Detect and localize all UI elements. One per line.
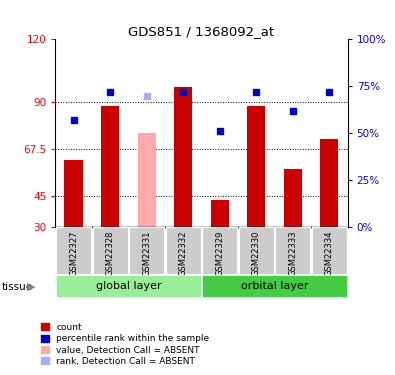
Legend: count, percentile rank within the sample, value, Detection Call = ABSENT, rank, : count, percentile rank within the sample… xyxy=(40,322,211,367)
Bar xyxy=(101,106,119,227)
Text: GSM22328: GSM22328 xyxy=(105,231,115,276)
Text: orbital layer: orbital layer xyxy=(241,281,308,291)
Text: GSM22330: GSM22330 xyxy=(252,231,261,276)
Text: GSM22333: GSM22333 xyxy=(288,231,297,276)
Title: GDS851 / 1368092_at: GDS851 / 1368092_at xyxy=(128,25,275,38)
Bar xyxy=(247,106,265,227)
Bar xyxy=(202,275,347,297)
Bar xyxy=(64,160,83,227)
Bar xyxy=(312,227,347,274)
Bar xyxy=(137,133,156,227)
Bar xyxy=(211,200,229,227)
Bar xyxy=(56,275,201,297)
Bar xyxy=(275,227,310,274)
Text: tissue: tissue xyxy=(2,282,33,292)
Text: GSM22327: GSM22327 xyxy=(69,231,78,276)
Text: global layer: global layer xyxy=(96,281,161,291)
Bar xyxy=(56,227,91,274)
Bar xyxy=(92,227,128,274)
Bar xyxy=(284,168,302,227)
Bar xyxy=(129,227,164,274)
Text: ▶: ▶ xyxy=(27,282,36,292)
Text: GSM22334: GSM22334 xyxy=(325,231,334,276)
Text: GSM22332: GSM22332 xyxy=(179,231,188,276)
Bar xyxy=(166,227,201,274)
Text: GSM22331: GSM22331 xyxy=(142,231,151,276)
Bar xyxy=(239,227,274,274)
Bar xyxy=(174,87,192,227)
Text: GSM22329: GSM22329 xyxy=(215,231,224,276)
Bar xyxy=(202,227,237,274)
Bar xyxy=(320,140,339,227)
